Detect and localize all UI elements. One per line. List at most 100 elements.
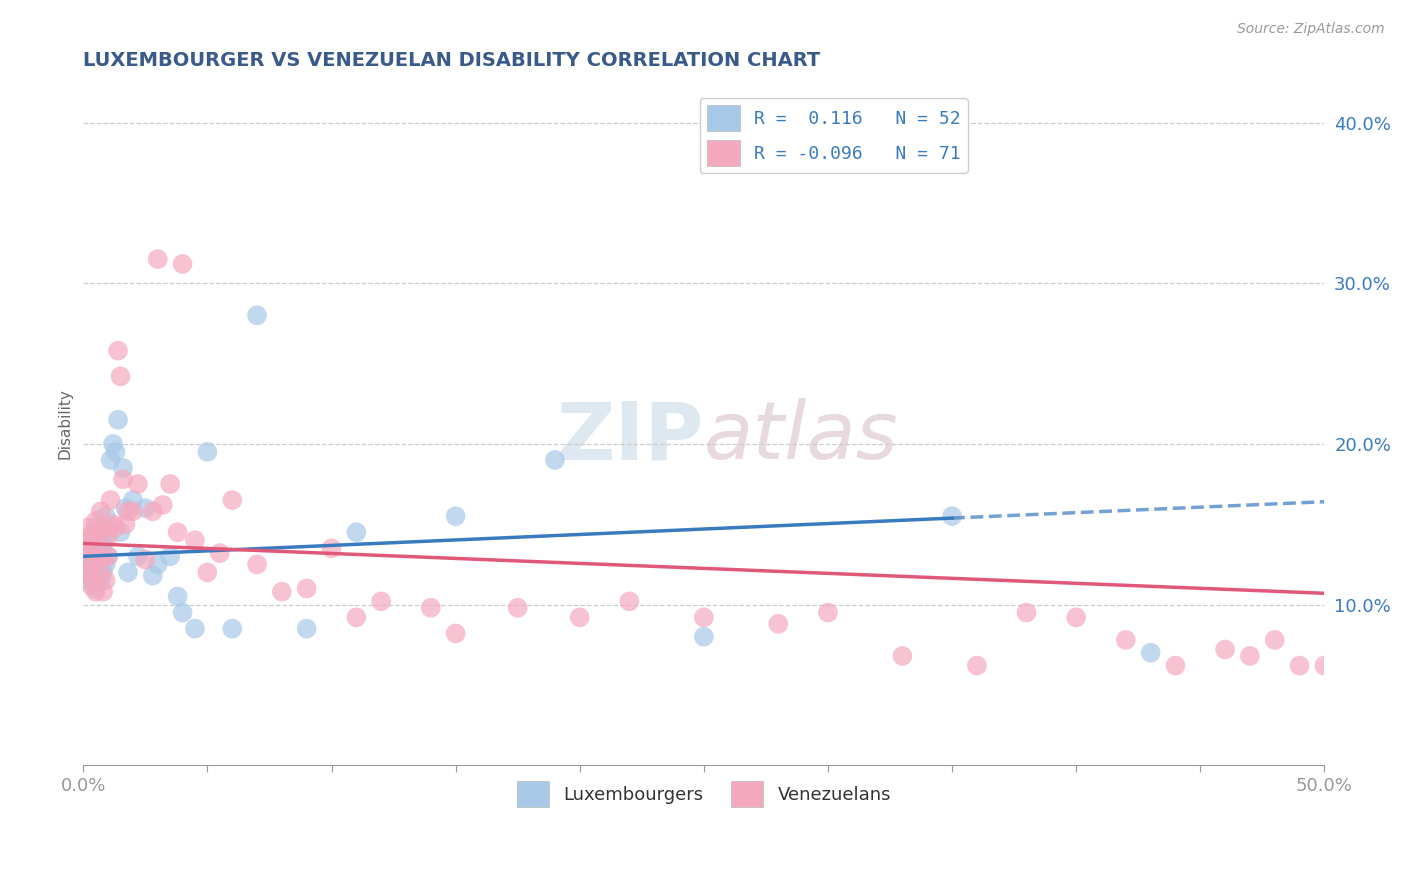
Point: [1339, 606, 1361, 620]
Point: [122, 504, 145, 518]
Point: [159, 549, 181, 564]
Point: [197, 566, 219, 580]
Point: [77, 574, 100, 588]
Point: [246, 558, 269, 572]
Point: [142, 504, 165, 518]
Point: [75, 533, 97, 548]
Point: [80, 578, 103, 592]
Point: [80, 541, 103, 556]
Point: [101, 517, 124, 532]
Point: [1362, 658, 1385, 673]
Point: [82, 568, 104, 582]
Point: [817, 606, 839, 620]
Point: [221, 493, 243, 508]
Point: [127, 477, 149, 491]
Point: [159, 477, 181, 491]
Text: ZIP: ZIP: [557, 399, 704, 476]
Point: [94, 520, 117, 534]
Point: [295, 622, 318, 636]
Y-axis label: Disability: Disability: [58, 388, 72, 459]
Point: [270, 584, 292, 599]
Point: [941, 509, 963, 524]
Point: [107, 343, 129, 358]
Point: [111, 461, 134, 475]
Point: [110, 525, 132, 540]
Point: [84, 582, 107, 596]
Point: [1264, 632, 1286, 647]
Point: [142, 568, 165, 582]
Point: [172, 606, 194, 620]
Point: [75, 558, 97, 572]
Point: [87, 558, 110, 572]
Point: [1239, 648, 1261, 663]
Point: [94, 558, 117, 572]
Point: [117, 504, 139, 518]
Point: [344, 610, 367, 624]
Point: [80, 562, 103, 576]
Point: [1064, 610, 1087, 624]
Point: [146, 558, 169, 572]
Point: [166, 525, 188, 540]
Point: [91, 584, 114, 599]
Point: [1015, 606, 1038, 620]
Point: [84, 514, 107, 528]
Point: [87, 525, 110, 540]
Point: [693, 630, 716, 644]
Point: [127, 549, 149, 564]
Point: [104, 520, 127, 534]
Point: [111, 472, 134, 486]
Point: [77, 566, 100, 580]
Point: [370, 594, 392, 608]
Point: [97, 530, 120, 544]
Point: [82, 533, 104, 548]
Point: [80, 549, 103, 564]
Text: atlas: atlas: [704, 399, 898, 476]
Point: [891, 648, 914, 663]
Point: [1115, 632, 1137, 647]
Point: [97, 549, 120, 564]
Point: [94, 509, 117, 524]
Point: [84, 584, 107, 599]
Point: [544, 453, 567, 467]
Point: [122, 493, 145, 508]
Point: [768, 616, 790, 631]
Point: [87, 568, 110, 582]
Point: [184, 533, 207, 548]
Point: [84, 546, 107, 560]
Point: [1213, 642, 1236, 657]
Point: [1139, 646, 1161, 660]
Point: [90, 566, 112, 580]
Point: [295, 582, 318, 596]
Point: [82, 533, 104, 548]
Point: [172, 257, 194, 271]
Point: [114, 501, 136, 516]
Point: [134, 552, 156, 566]
Point: [91, 536, 114, 550]
Point: [506, 600, 529, 615]
Point: [87, 533, 110, 548]
Point: [419, 600, 441, 615]
Point: [84, 520, 107, 534]
Point: [184, 622, 207, 636]
Point: [97, 549, 120, 564]
Point: [1388, 665, 1406, 679]
Point: [75, 541, 97, 556]
Point: [82, 552, 104, 566]
Point: [444, 626, 467, 640]
Point: [101, 437, 124, 451]
Point: [77, 533, 100, 548]
Point: [91, 549, 114, 564]
Point: [77, 566, 100, 580]
Point: [344, 525, 367, 540]
Point: [90, 574, 112, 588]
Point: [197, 445, 219, 459]
Point: [321, 541, 343, 556]
Point: [693, 610, 716, 624]
Point: [87, 552, 110, 566]
Point: [619, 594, 641, 608]
Point: [114, 517, 136, 532]
Point: [82, 525, 104, 540]
Point: [90, 549, 112, 564]
Point: [90, 504, 112, 518]
Point: [104, 445, 127, 459]
